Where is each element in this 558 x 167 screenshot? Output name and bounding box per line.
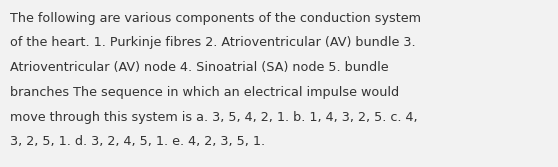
Text: The following are various components of the conduction system: The following are various components of … — [10, 12, 421, 25]
Text: 3, 2, 5, 1. d. 3, 2, 4, 5, 1. e. 4, 2, 3, 5, 1.: 3, 2, 5, 1. d. 3, 2, 4, 5, 1. e. 4, 2, 3… — [10, 135, 265, 148]
Text: of the heart. 1. Purkinje fibres 2. Atrioventricular (AV) bundle 3.: of the heart. 1. Purkinje fibres 2. Atri… — [10, 36, 416, 49]
Text: Atrioventricular (AV) node 4. Sinoatrial (SA) node 5. bundle: Atrioventricular (AV) node 4. Sinoatrial… — [10, 61, 389, 74]
Text: branches The sequence in which an electrical impulse would: branches The sequence in which an electr… — [10, 86, 399, 99]
Text: move through this system is a. 3, 5, 4, 2, 1. b. 1, 4, 3, 2, 5. c. 4,: move through this system is a. 3, 5, 4, … — [10, 111, 418, 124]
